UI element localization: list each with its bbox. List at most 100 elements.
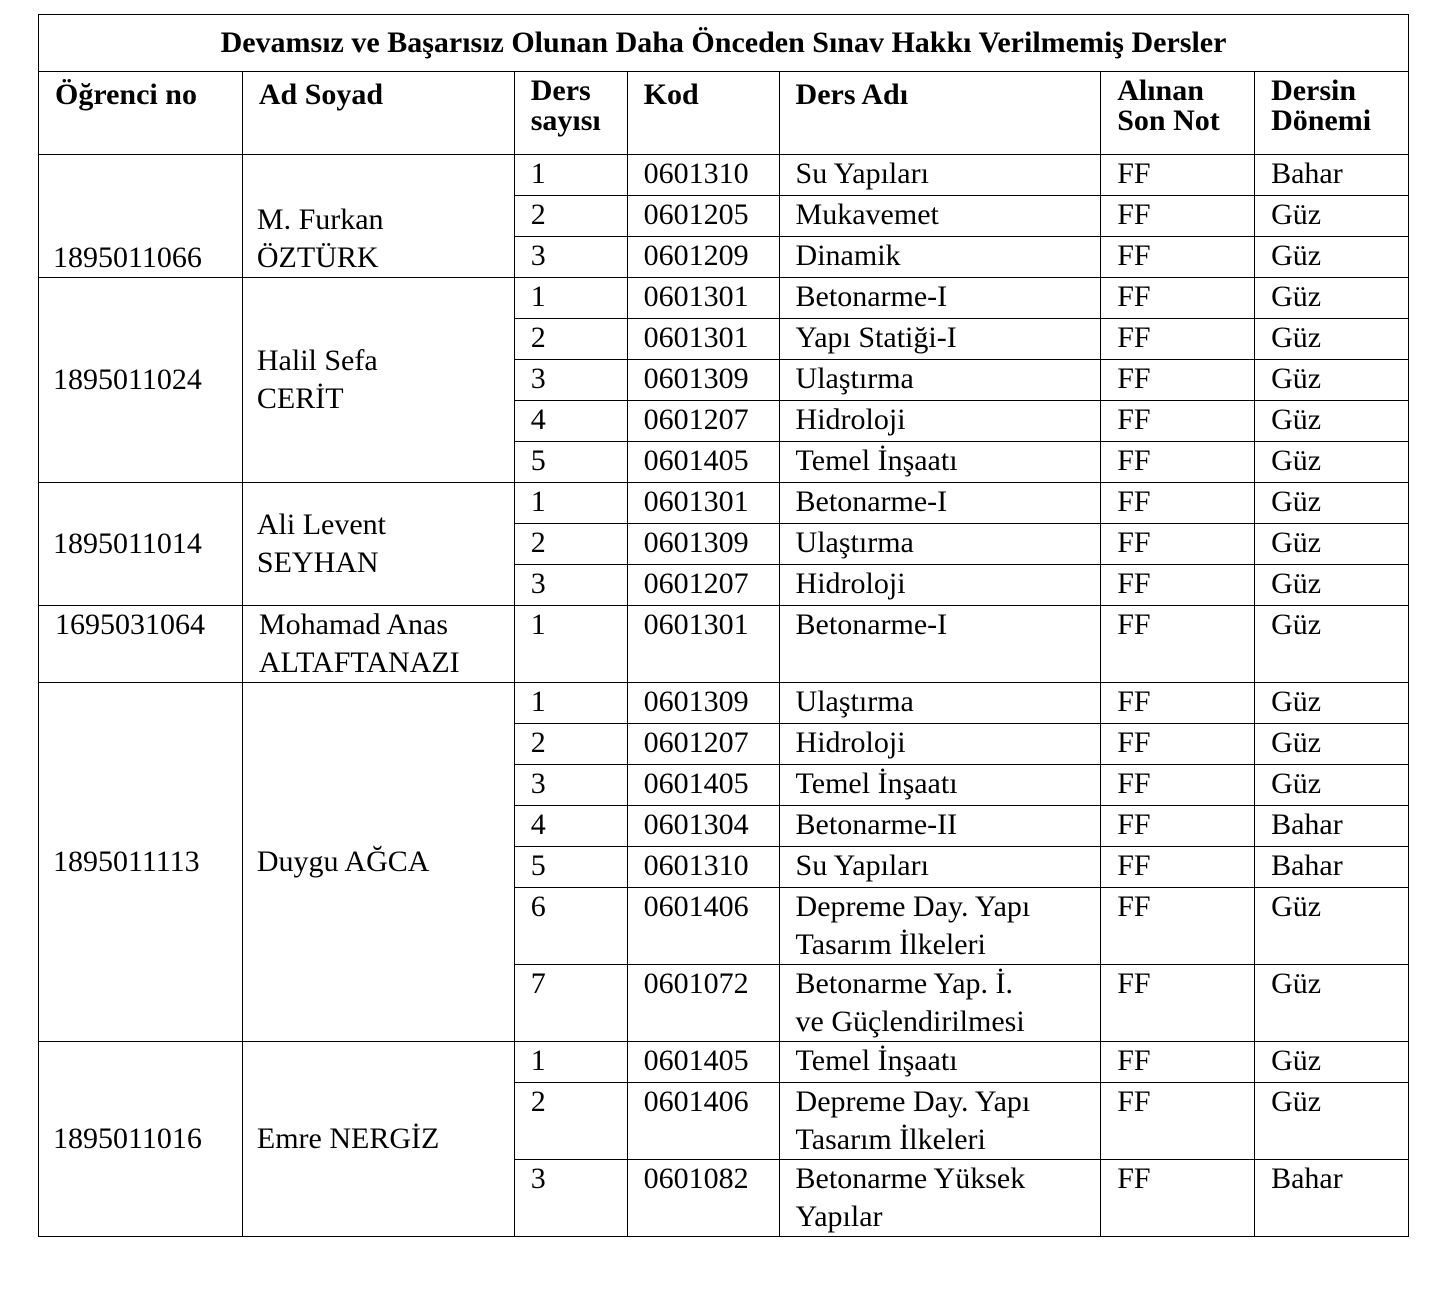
course-name: Su Yapıları [778, 846, 1102, 888]
course-term-text: Güz [1271, 1044, 1322, 1077]
course-code-text: 0601310 [643, 849, 749, 882]
course-name: Su Yapıları [778, 154, 1102, 196]
student-no: 1895011113 [38, 682, 243, 1042]
header-text: Alınan [1117, 74, 1204, 107]
header-text: sayısı [530, 104, 601, 137]
course-code-text: 0601301 [643, 321, 749, 354]
student-name: Emre NERGİZ [241, 1041, 515, 1237]
course-code-text: 0601209 [643, 239, 749, 272]
header-text: Son Not [1117, 104, 1220, 137]
course-grade-text: FF [1117, 849, 1151, 882]
table-row: 3 0601405 Temel İnşaatı FF Güz [39, 764, 1409, 806]
table-row: 7 0601072 Betonarme Yap. İ. ve Güçlendirilm… [39, 964, 1409, 1042]
course-index-text: 2 [530, 526, 546, 559]
course-name: Temel İnşaatı [778, 1041, 1102, 1083]
course-index-text: 3 [530, 767, 546, 800]
student-no: 1895011014 [38, 482, 243, 606]
course-code-text: 0601072 [643, 967, 749, 1000]
course-term: Güz [1254, 682, 1409, 724]
course-term: Güz [1254, 441, 1409, 483]
course-code: 0601406 [626, 1082, 780, 1160]
course-name-text: Hidroloji [795, 403, 906, 436]
student-name-text: ÖZTÜRK [256, 241, 379, 274]
course-term: Güz [1254, 964, 1409, 1042]
course-index: 5 [513, 441, 628, 483]
course-term: Bahar [1254, 805, 1409, 847]
course-code: 0601309 [626, 682, 780, 724]
course-name-text: Tasarım İlkeleri [795, 928, 986, 961]
course-code: 0601082 [626, 1159, 780, 1237]
table-row: 3 0601209 Dinamik FF Güz [39, 236, 1409, 278]
course-name: Mukavemet [778, 195, 1102, 237]
student-name: Halil Sefa CERİT [241, 277, 515, 483]
course-term: Bahar [1254, 846, 1409, 888]
course-term-text: Bahar [1271, 849, 1343, 882]
course-term: Güz [1254, 887, 1409, 965]
course-term-text: Güz [1271, 526, 1322, 559]
student-name-text: SEYHAN [256, 546, 379, 579]
course-term-text: Güz [1271, 280, 1322, 313]
course-code-text: 0601309 [643, 526, 749, 559]
student-no-text: 1895011113 [53, 845, 200, 878]
course-index: 1 [513, 482, 628, 524]
course-grade: FF [1100, 441, 1256, 483]
student-name-text: ALTAFTANAZI [258, 646, 460, 679]
course-grade-text: FF [1117, 444, 1151, 477]
course-name: Hidroloji [778, 400, 1102, 442]
course-name-text: Betonarme Yüksek [795, 1162, 1026, 1195]
course-name-text: Hidroloji [795, 567, 906, 600]
course-term-text: Güz [1271, 967, 1322, 1000]
course-code-text: 0601207 [643, 726, 749, 759]
course-name-text: Betonarme Yap. İ. [795, 967, 1014, 1000]
course-term-text: Güz [1271, 726, 1322, 759]
course-index-text: 5 [530, 444, 546, 477]
course-code: 0601072 [626, 964, 780, 1042]
course-name: Betonarme-II [778, 805, 1102, 847]
course-index: 3 [513, 359, 628, 401]
course-name-text: Betonarme-I [795, 485, 948, 518]
course-code: 0601405 [626, 764, 780, 806]
course-code-text: 0601301 [643, 485, 749, 518]
course-term-text: Bahar [1271, 808, 1343, 841]
course-index-text: 2 [530, 198, 546, 231]
course-grade: FF [1100, 964, 1256, 1042]
course-index: 6 [513, 887, 628, 965]
course-grade: FF [1100, 523, 1256, 565]
course-code-text: 0601304 [643, 808, 749, 841]
course-name-text: Yapılar [795, 1200, 883, 1233]
course-grade: FF [1100, 887, 1256, 965]
course-grade: FF [1100, 1159, 1256, 1237]
course-grade-text: FF [1117, 1044, 1151, 1077]
course-name: Temel İnşaatı [778, 764, 1102, 806]
course-grade-text: FF [1117, 526, 1151, 559]
course-code-text: 0601405 [643, 444, 749, 477]
course-grade-text: FF [1117, 321, 1151, 354]
course-index-text: 3 [530, 567, 546, 600]
course-term: Güz [1254, 359, 1409, 401]
course-index-text: 7 [530, 967, 546, 1000]
course-name: Dinamik [778, 236, 1102, 278]
course-term: Güz [1254, 723, 1409, 765]
course-term-text: Güz [1271, 239, 1322, 272]
student-name: M. Furkan ÖZTÜRK [241, 154, 515, 278]
table-row: 1895011014 Ali Levent SEYHAN 1 0601301 Betona… [38, 482, 1409, 606]
course-term: Güz [1254, 236, 1409, 278]
header-course-name: Ders Adı [778, 71, 1102, 155]
course-term-text: Güz [1271, 321, 1322, 354]
course-grade: FF [1100, 195, 1256, 237]
course-name-text: Betonarme-I [795, 280, 948, 313]
course-index-text: 1 [530, 280, 546, 313]
course-index-text: 3 [530, 1162, 546, 1195]
course-name-text: Su Yapıları [795, 849, 929, 882]
student-name-text: Duygu AĞCA [256, 845, 430, 878]
table-row: 3 0601309 Ulaştırma FF Güz [39, 359, 1409, 401]
course-grade-text: FF [1117, 890, 1151, 923]
course-term-text: Güz [1271, 444, 1322, 477]
course-index-text: 3 [530, 239, 546, 272]
course-term: Bahar [1254, 154, 1409, 196]
course-index-text: 5 [530, 849, 546, 882]
course-term-text: Güz [1271, 198, 1322, 231]
course-grade: FF [1100, 846, 1256, 888]
course-index: 1 [513, 605, 628, 683]
course-grade-text: FF [1117, 567, 1151, 600]
